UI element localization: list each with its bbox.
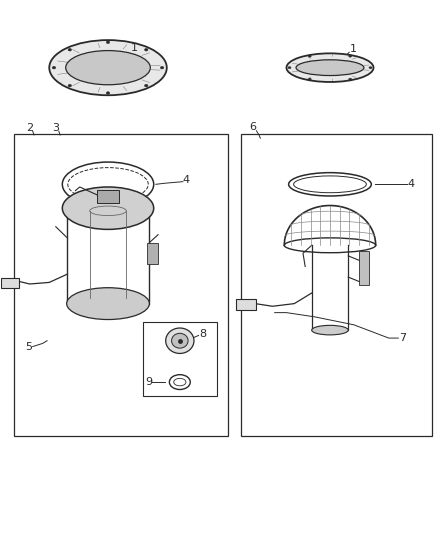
Ellipse shape <box>106 92 110 94</box>
Text: 9: 9 <box>145 377 152 387</box>
Ellipse shape <box>312 325 348 335</box>
Ellipse shape <box>308 55 311 57</box>
Ellipse shape <box>172 333 188 348</box>
Ellipse shape <box>166 328 194 353</box>
Ellipse shape <box>62 187 154 229</box>
Text: 4: 4 <box>183 175 190 185</box>
Ellipse shape <box>66 51 150 85</box>
Bar <box>1 278 19 288</box>
Ellipse shape <box>349 78 352 80</box>
Bar <box>236 300 256 310</box>
Ellipse shape <box>68 49 71 51</box>
Bar <box>97 190 119 203</box>
Ellipse shape <box>106 41 110 44</box>
Ellipse shape <box>67 288 149 319</box>
Text: 6: 6 <box>250 122 256 132</box>
Bar <box>359 251 369 285</box>
Ellipse shape <box>68 84 71 87</box>
Ellipse shape <box>286 53 374 82</box>
Text: 7: 7 <box>399 333 406 343</box>
Ellipse shape <box>308 78 311 80</box>
Text: 4: 4 <box>408 179 415 189</box>
Ellipse shape <box>288 67 291 69</box>
Text: 5: 5 <box>25 342 32 352</box>
Text: 8: 8 <box>199 329 206 340</box>
Ellipse shape <box>145 84 148 87</box>
Bar <box>147 243 158 264</box>
Bar <box>143 322 217 397</box>
Ellipse shape <box>349 55 352 57</box>
Ellipse shape <box>369 67 372 69</box>
Bar <box>241 134 432 436</box>
Text: 1: 1 <box>131 43 138 53</box>
Ellipse shape <box>145 49 148 51</box>
Ellipse shape <box>49 40 167 95</box>
Bar <box>14 134 228 436</box>
Ellipse shape <box>52 66 56 69</box>
Text: 1: 1 <box>350 44 357 54</box>
Text: 2: 2 <box>26 123 33 133</box>
Text: 3: 3 <box>52 123 59 133</box>
Ellipse shape <box>160 66 164 69</box>
Ellipse shape <box>296 60 364 76</box>
